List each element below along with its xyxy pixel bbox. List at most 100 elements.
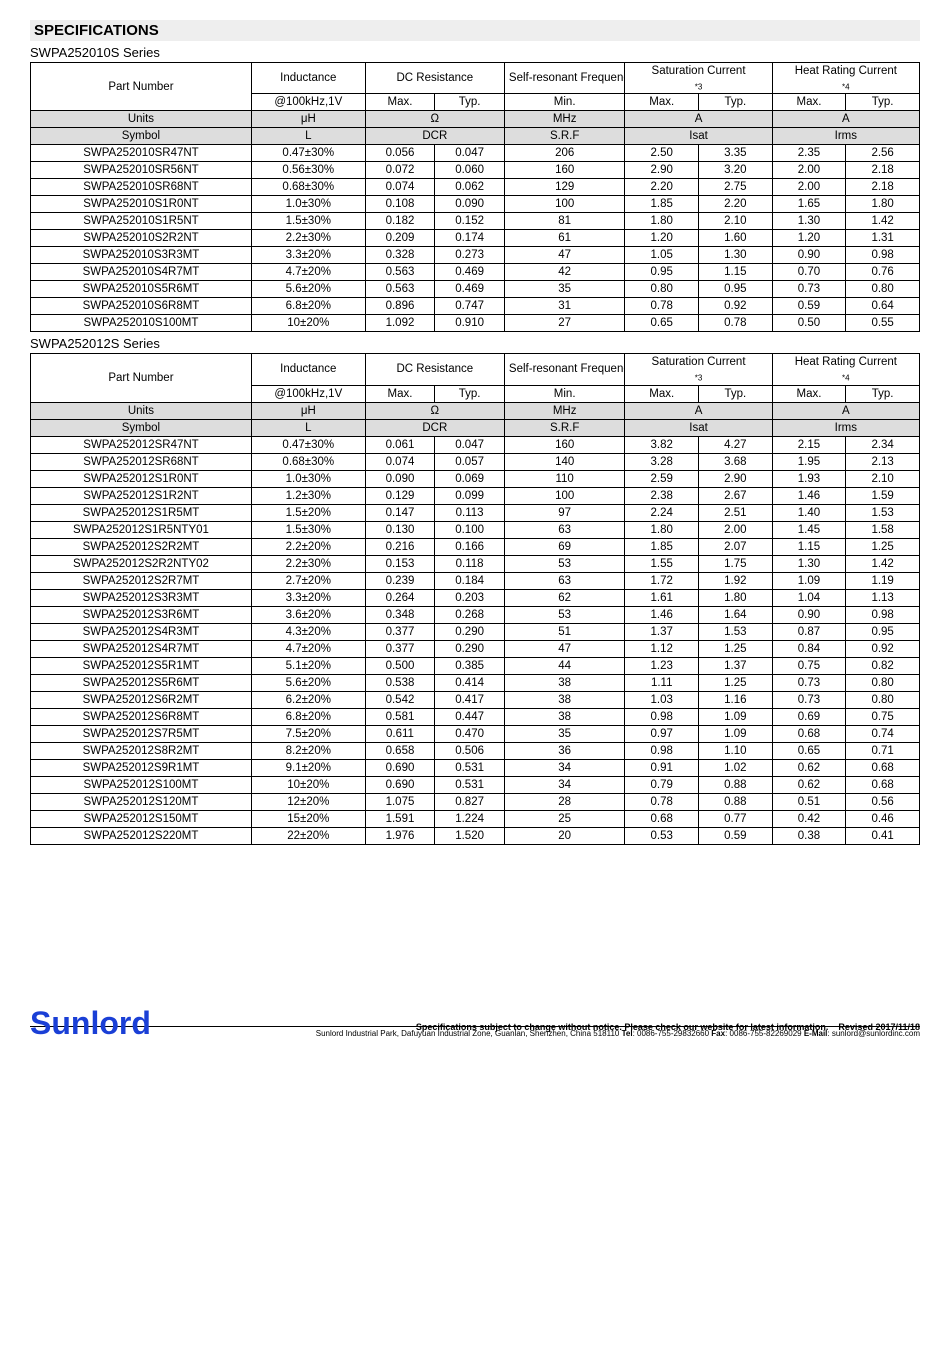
table-row: SWPA252012S3R3MT3.3±20%0.2640.203621.611… [31, 589, 920, 606]
table-cell: 53 [504, 606, 624, 623]
table-cell: 0.264 [365, 589, 435, 606]
table-cell: 0.92 [846, 640, 920, 657]
table-cell: 97 [504, 504, 624, 521]
table-cell: 1.15 [772, 538, 846, 555]
table-cell: 0.090 [365, 470, 435, 487]
header-max: Max. [365, 94, 435, 111]
table-row: SWPA252012S1R5MT1.5±20%0.1470.113972.242… [31, 504, 920, 521]
table-row: SWPA252012S150MT15±20%1.5911.224250.680.… [31, 810, 920, 827]
table-cell: 2.20 [699, 196, 773, 213]
table-cell: 0.75 [846, 708, 920, 725]
table-cell: 1.37 [625, 623, 699, 640]
table-cell: 42 [504, 264, 624, 281]
table-cell: 62 [504, 589, 624, 606]
table-cell: 1.20 [625, 230, 699, 247]
symbol-irms: Irms [772, 128, 919, 145]
table-row: SWPA252012S2R2MT2.2±20%0.2160.166691.852… [31, 538, 920, 555]
table-row: SWPA252012S8R2MT8.2±20%0.6580.506360.981… [31, 742, 920, 759]
table-cell: 0.62 [772, 759, 846, 776]
header-typ: Typ. [699, 385, 773, 402]
table-cell: 0.88 [699, 793, 773, 810]
table-cell: 0.100 [435, 521, 505, 538]
table-cell: 4.7±20% [251, 264, 365, 281]
table-cell: 0.563 [365, 264, 435, 281]
table-cell: 0.98 [846, 247, 920, 264]
table-cell: 1.53 [846, 504, 920, 521]
table-cell: 0.209 [365, 230, 435, 247]
header-max: Max. [625, 94, 699, 111]
table-row: SWPA252012S220MT22±20%1.9761.520200.530.… [31, 827, 920, 844]
table-cell: 3.3±20% [251, 589, 365, 606]
table-cell: 0.51 [772, 793, 846, 810]
table-row: SWPA252012S100MT10±20%0.6900.531340.790.… [31, 776, 920, 793]
table-cell: 1.72 [625, 572, 699, 589]
header-heat-rating: Heat Rating Current*4 [772, 63, 919, 94]
table-cell: 0.152 [435, 213, 505, 230]
table-cell: 15±20% [251, 810, 365, 827]
table-cell: SWPA252010S100MT [31, 315, 252, 332]
table-cell: SWPA252010SR47NT [31, 145, 252, 162]
table-cell: 0.377 [365, 640, 435, 657]
table-cell: 44 [504, 657, 624, 674]
units-mhz: MHz [504, 111, 624, 128]
table-cell: 0.77 [699, 810, 773, 827]
table-cell: 0.072 [365, 162, 435, 179]
table-row: SWPA252012S6R2MT6.2±20%0.5420.417381.031… [31, 691, 920, 708]
table-cell: SWPA252012S120MT [31, 793, 252, 810]
table-row: SWPA252010S1R0NT1.0±30%0.1080.0901001.85… [31, 196, 920, 213]
table-cell: 51 [504, 623, 624, 640]
table-cell: 1.37 [699, 657, 773, 674]
table-cell: 2.18 [846, 162, 920, 179]
table-cell: 5.6±20% [251, 674, 365, 691]
table-cell: SWPA252012S5R1MT [31, 657, 252, 674]
table-cell: 6.8±20% [251, 708, 365, 725]
table-cell: 0.95 [625, 264, 699, 281]
table-cell: 38 [504, 691, 624, 708]
table-cell: 0.65 [772, 742, 846, 759]
table-cell: 0.42 [772, 810, 846, 827]
symbol-srf: S.R.F [504, 419, 624, 436]
table-cell: 0.069 [435, 470, 505, 487]
table-cell: 1.45 [772, 521, 846, 538]
table-cell: 0.047 [435, 145, 505, 162]
table-cell: 0.469 [435, 264, 505, 281]
header-dc-resistance: DC Resistance [365, 354, 504, 385]
table-cell: 0.538 [365, 674, 435, 691]
table-cell: 0.216 [365, 538, 435, 555]
table-cell: 1.46 [625, 606, 699, 623]
series2-title: SWPA252012S Series [30, 336, 920, 351]
table-cell: 0.328 [365, 247, 435, 264]
table-cell: 110 [504, 470, 624, 487]
table-cell: 2.2±20% [251, 538, 365, 555]
table-cell: 0.80 [846, 281, 920, 298]
table-cell: 0.80 [846, 691, 920, 708]
symbol-srf: S.R.F [504, 128, 624, 145]
table-cell: 0.910 [435, 315, 505, 332]
footer-email: : sunlord@sunlordinc.com [827, 1029, 920, 1038]
header-sat-current: Saturation Current*3 [625, 354, 772, 385]
table-cell: 0.184 [435, 572, 505, 589]
table-row: SWPA252010SR47NT0.47±30%0.0560.0472062.5… [31, 145, 920, 162]
table-cell: 2.15 [772, 436, 846, 453]
table-cell: 1.10 [699, 742, 773, 759]
table-cell: 0.98 [625, 742, 699, 759]
header-heat-rating: Heat Rating Current*4 [772, 354, 919, 385]
table-cell: 0.78 [625, 793, 699, 810]
table-cell: 1.30 [699, 247, 773, 264]
table-cell: 27 [504, 315, 624, 332]
table-cell: 0.59 [699, 827, 773, 844]
table-cell: 0.50 [772, 315, 846, 332]
table-cell: 2.00 [772, 179, 846, 196]
header-dc-resistance: DC Resistance [365, 63, 504, 94]
header-cond: @100kHz,1V [251, 385, 365, 402]
units-ohm: Ω [365, 111, 504, 128]
table-cell: 1.95 [772, 453, 846, 470]
table-cell: 0.68 [772, 725, 846, 742]
table-cell: 6.8±20% [251, 298, 365, 315]
table-cell: 0.46 [846, 810, 920, 827]
units-amp: A [625, 111, 772, 128]
table-cell: SWPA252012S6R2MT [31, 691, 252, 708]
table-row: SWPA252010S1R5NT1.5±30%0.1820.152811.802… [31, 213, 920, 230]
table-cell: SWPA252012S100MT [31, 776, 252, 793]
footer-tel-label: Tel [622, 1029, 633, 1038]
